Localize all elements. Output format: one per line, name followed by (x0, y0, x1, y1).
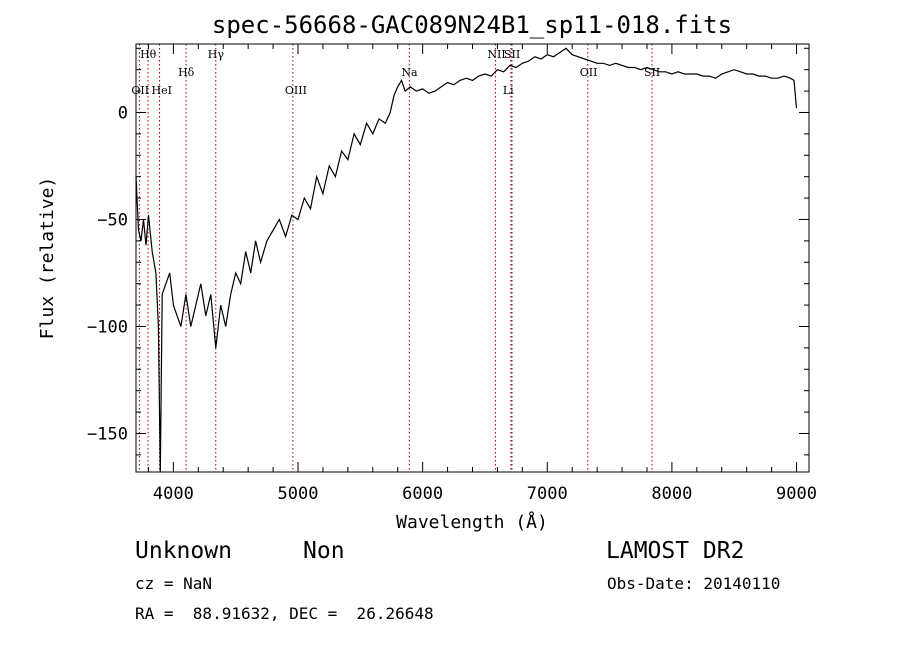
x-tick-label: 8000 (651, 484, 692, 504)
y-tick-label: −150 (87, 424, 128, 444)
survey-name: LAMOST DR2 (606, 538, 745, 564)
y-axis-label: Flux (relative) (37, 177, 58, 340)
line-label: HeI (152, 84, 172, 97)
line-label: Na (401, 66, 418, 79)
x-tick-label: 7000 (527, 484, 568, 504)
line-label: OIII (285, 84, 307, 97)
object-class: Unknown (135, 538, 232, 564)
line-label: Li (503, 84, 514, 97)
x-axis: 4000 5000 6000 7000 8000 9000 (147, 44, 817, 504)
line-label: NII (487, 48, 505, 61)
y-axis: 0 −50 −100 −150 (87, 47, 809, 456)
y-tick-label: −50 (97, 210, 128, 230)
line-label: OII (580, 66, 598, 79)
x-tick-label: 5000 (278, 484, 319, 504)
line-label: Hδ (178, 66, 195, 79)
line-label: SII (644, 66, 660, 79)
observation-date: Obs-Date: 20140110 (607, 574, 781, 593)
chart-title: spec-56668-GAC089N24B1_sp11-018.fits (212, 11, 732, 39)
line-label: Hγ (208, 48, 225, 61)
x-axis-label: Wavelength (Å) (396, 511, 548, 533)
spectrum-line (135, 47, 798, 473)
plot-frame (135, 43, 810, 473)
x-tick-label: 6000 (402, 484, 443, 504)
x-tick-label: 4000 (153, 484, 194, 504)
ra-dec-coordinates: RA = 88.91632, DEC = 26.26648 (135, 604, 434, 623)
line-label: Hθ (140, 48, 157, 61)
y-tick-label: −100 (87, 317, 128, 337)
x-tick-label: 9000 (776, 484, 817, 504)
line-label: SII (504, 48, 520, 61)
object-subclass: Non (303, 538, 345, 564)
redshift-cz: cz = NaN (135, 574, 213, 593)
spectrum-series (135, 47, 798, 473)
line-label: OII (131, 84, 149, 97)
y-tick-label: 0 (118, 103, 128, 123)
